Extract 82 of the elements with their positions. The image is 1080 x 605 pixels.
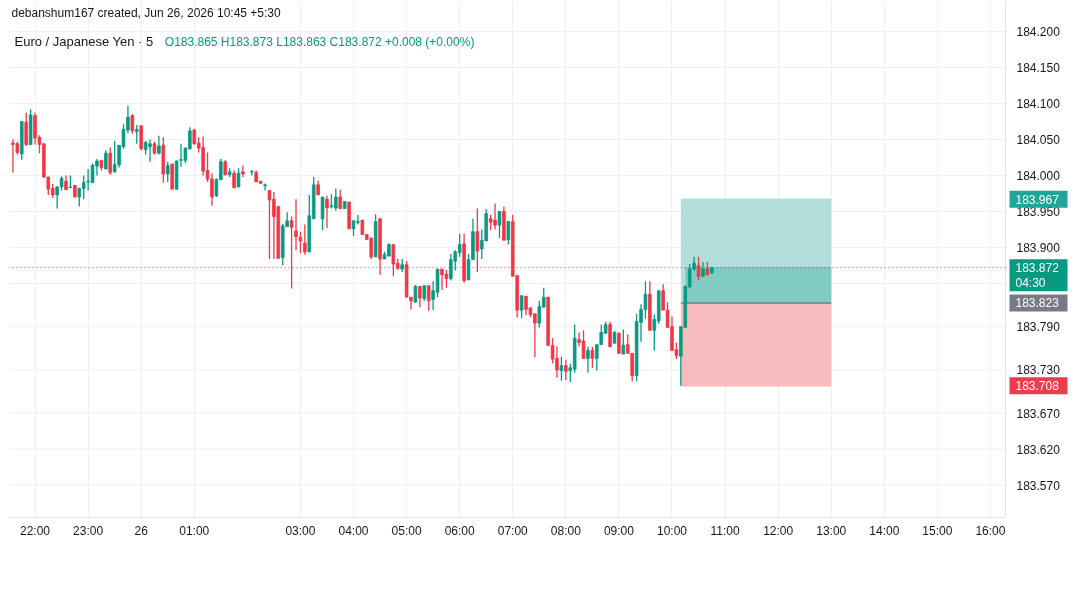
candlestick [440, 268, 444, 291]
candlestick [112, 140, 117, 174]
annotation: O183.865 H183.873 L183.863 C183.872 +0.008 (+0.00%) [164, 34, 475, 49]
candlestick [590, 346, 595, 369]
candlestick [519, 295, 524, 319]
candlestick [444, 269, 449, 289]
y-tick-label: 183.620 [1016, 442, 1061, 457]
candlestick [236, 167, 241, 188]
candlestick [418, 285, 422, 308]
x-tick-label: 09:00 [603, 523, 635, 538]
candlestick [24, 112, 28, 147]
x-tick-label: 13:00 [816, 523, 847, 538]
candlestick [369, 236, 373, 260]
x-tick-label: 03:00 [285, 523, 316, 538]
candlestick [157, 135, 161, 156]
candlestick [475, 207, 480, 273]
candlestick [210, 172, 214, 207]
ref-line-label: 183.872 04:30 [1015, 261, 1060, 290]
candlestick [581, 329, 586, 360]
candlestick [135, 124, 139, 145]
x-tick-label: 14:00 [869, 523, 900, 538]
x-tick-label: 07:00 [497, 523, 529, 538]
candlestick [555, 345, 559, 379]
candlestick [294, 198, 298, 252]
x-tick-label: 06:00 [444, 523, 476, 538]
y-tick-label: 184.000 [1016, 168, 1061, 183]
y2-tick-label: 183.823 [1015, 296, 1060, 311]
y2-tick-label: 183.967 [1015, 192, 1060, 207]
candlestick [608, 320, 612, 348]
x-tick-label: 12:00 [763, 523, 794, 538]
candlestick [320, 196, 325, 231]
candlestick [139, 125, 143, 151]
y-tick-label: 183.900 [1016, 240, 1061, 255]
y-tick-label: 184.150 [1016, 60, 1061, 75]
x-tick-label: 26 [134, 523, 149, 538]
candlestick [148, 138, 152, 163]
annotation: debanshum167 created, Jun 26, 2026 10:45 +5:30 [11, 5, 282, 20]
candlestick [493, 202, 497, 231]
candlestick [426, 284, 431, 312]
y-tick-label: 184.100 [1016, 96, 1061, 111]
x-tick-label: 22:00 [20, 523, 51, 538]
y2-tick-label: 183.708 [1015, 379, 1060, 394]
x-tick-label: 23:00 [73, 523, 104, 538]
text: Euro / Japanese Yen · 5 [14, 34, 154, 49]
x-tick-label: 15:00 [922, 523, 953, 538]
x-tick-label: 08:00 [550, 523, 582, 538]
candlestick [108, 146, 113, 176]
y-tick-label: 183.730 [1016, 363, 1061, 378]
candlestick [497, 210, 502, 239]
y-tick-label: 183.570 [1016, 478, 1061, 493]
x-tick-label: 10:00 [656, 523, 688, 538]
x-tick-label: 04:00 [338, 523, 369, 538]
candlestick [165, 161, 170, 183]
candlestick [564, 359, 568, 381]
x-tick-label: 01:00 [179, 523, 210, 538]
candlestick [696, 256, 701, 282]
candlestick [586, 346, 590, 374]
candlestick [267, 189, 272, 260]
candlestick [506, 220, 511, 246]
candlestick [617, 331, 621, 354]
candlestick [104, 149, 108, 170]
candlestick [263, 182, 267, 192]
y-tick-label: 184.050 [1016, 132, 1061, 147]
candlestick [537, 300, 542, 329]
candlestick [325, 194, 329, 229]
candlestick [391, 243, 396, 277]
y-tick-label: 183.790 [1016, 320, 1061, 335]
candlestick [241, 164, 245, 178]
candlestick [33, 112, 37, 146]
candlestick [303, 223, 307, 256]
candlestick [11, 138, 15, 174]
y-tick-label: 183.670 [1016, 406, 1061, 421]
candlestick [559, 356, 564, 382]
y-tick-label: 184.200 [1016, 24, 1061, 39]
y-tick-label: 183.950 [1016, 204, 1061, 219]
candlestick [457, 233, 462, 258]
candlestick [130, 113, 135, 135]
x-tick-label: 05:00 [391, 523, 422, 538]
candlestick [621, 328, 626, 355]
x-tick-label: 11:00 [710, 523, 740, 538]
x-tick-label: 16:00 [975, 523, 1006, 538]
candlestick [90, 162, 95, 184]
